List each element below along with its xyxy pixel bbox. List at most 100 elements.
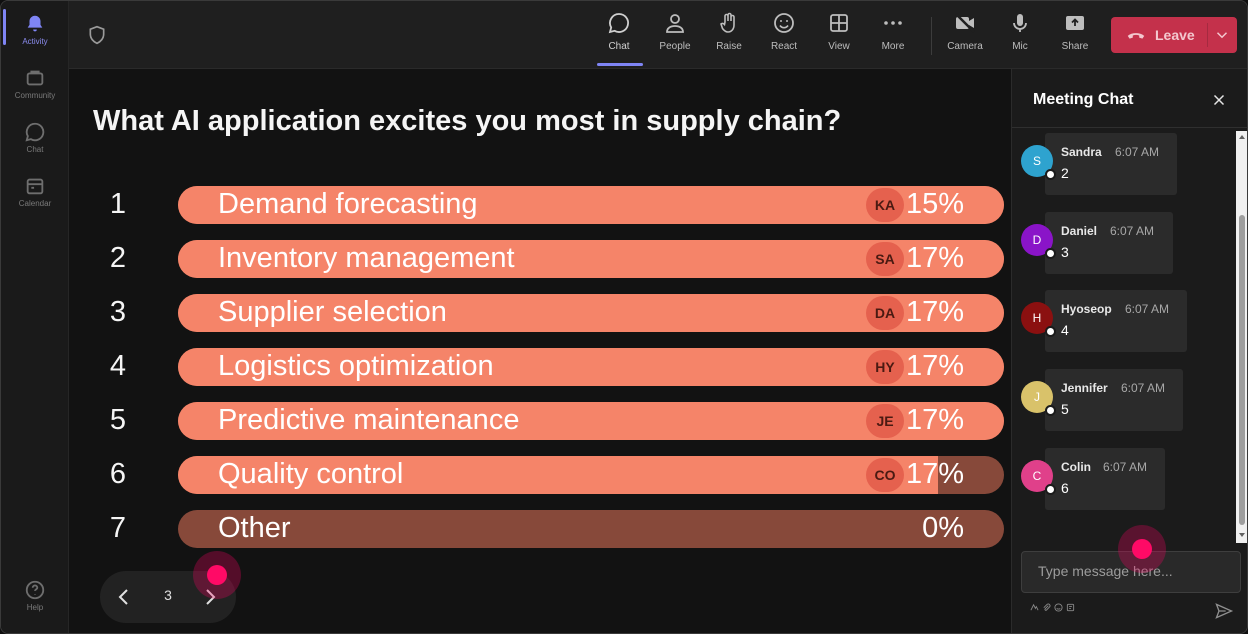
poll-option-number: 1 bbox=[109, 188, 127, 220]
poll-option-label: Quality control bbox=[218, 458, 404, 490]
chat-icon bbox=[608, 13, 629, 34]
message-timestamp: 6:07 AM bbox=[1115, 145, 1160, 159]
chat-message[interactable]: Daniel 6:07 AM 3 D bbox=[1012, 210, 1234, 276]
poll-option-percent: 17% bbox=[905, 350, 964, 382]
scrollbar-thumb[interactable] bbox=[1239, 215, 1245, 525]
toolbar-react-button[interactable]: React bbox=[757, 11, 811, 61]
presence-indicator bbox=[1045, 405, 1056, 416]
poll-option-row: 2 Inventory management SA 17% bbox=[69, 240, 1011, 278]
more-icon bbox=[884, 21, 902, 25]
rail-item-community[interactable]: Community bbox=[1, 67, 69, 117]
voter-avatar-badge: KA bbox=[866, 188, 904, 222]
hang-up-icon bbox=[1127, 33, 1145, 39]
emoji-icon[interactable] bbox=[1054, 603, 1063, 612]
chat-message[interactable]: Hyoseop 6:07 AM 4 H bbox=[1012, 288, 1234, 354]
poll-option-label: Demand forecasting bbox=[218, 188, 478, 220]
chat-scrollbar[interactable] bbox=[1236, 131, 1247, 543]
poll-option-number: 5 bbox=[109, 404, 127, 436]
leave-button-separator bbox=[1207, 23, 1208, 47]
chat-panel-title: Meeting Chat bbox=[1033, 91, 1134, 108]
chat-message[interactable]: Jennifer 6:07 AM 5 J bbox=[1012, 367, 1234, 433]
toolbar-button-label: People bbox=[659, 41, 691, 52]
toolbar-view-button[interactable]: View bbox=[812, 11, 866, 61]
poll-option-label: Inventory management bbox=[218, 242, 515, 274]
toolbar-people-button[interactable]: People bbox=[648, 11, 702, 61]
avatar[interactable]: S bbox=[1021, 145, 1053, 177]
message-author: Hyoseop bbox=[1061, 302, 1112, 316]
poll-option-row: 6 Quality control CO 17% bbox=[69, 456, 1011, 494]
sticker-icon[interactable] bbox=[1066, 603, 1075, 612]
chevron-left-icon[interactable] bbox=[112, 585, 136, 609]
help-icon bbox=[25, 580, 45, 600]
poll-option-number: 3 bbox=[109, 296, 127, 328]
poll-option-percent: 0% bbox=[922, 512, 964, 544]
toolbar-raise-button[interactable]: Raise bbox=[702, 11, 756, 61]
message-bubble: Hyoseop 6:07 AM 4 bbox=[1045, 290, 1187, 352]
poll-option-row: 4 Logistics optimization HY 17% bbox=[69, 348, 1011, 386]
rail-item-label: Activity bbox=[22, 37, 48, 46]
scroll-down-arrow-icon[interactable] bbox=[1238, 531, 1246, 539]
voter-avatar-badge: HY bbox=[866, 350, 904, 384]
toolbar-chat-button[interactable]: Chat bbox=[592, 11, 646, 61]
message-timestamp: 6:07 AM bbox=[1125, 302, 1170, 316]
toolbar-button-label: Camera bbox=[947, 41, 983, 52]
poll-option-bar: Logistics optimization HY 17% bbox=[178, 348, 1004, 386]
emoji-icon bbox=[774, 13, 794, 33]
toolbar-more-button[interactable]: More bbox=[866, 11, 920, 61]
message-text: 2 bbox=[1061, 165, 1069, 181]
toolbar-button-label: Mic bbox=[1012, 41, 1028, 52]
message-text: 4 bbox=[1061, 322, 1069, 338]
chat-message[interactable]: Colin 6:07 AM 6 C bbox=[1012, 446, 1234, 512]
chevron-down-icon[interactable] bbox=[1213, 25, 1231, 45]
rail-item-label: Calendar bbox=[18, 199, 52, 208]
message-timestamp: 6:07 AM bbox=[1121, 381, 1166, 395]
voter-avatar-badge: SA bbox=[866, 242, 904, 276]
chat-message[interactable]: Sandra 6:07 AM 2 S bbox=[1012, 131, 1234, 197]
message-compose-field[interactable]: Type message here... bbox=[1021, 551, 1241, 593]
poll-stage: What AI application excites you most in … bbox=[69, 69, 1011, 633]
poll-option-percent: 17% bbox=[905, 296, 964, 328]
chat-icon bbox=[25, 122, 45, 142]
active-tab-indicator bbox=[597, 63, 643, 66]
message-author: Colin bbox=[1061, 460, 1091, 474]
attach-icon[interactable] bbox=[1042, 603, 1051, 612]
leave-button[interactable]: Leave bbox=[1111, 17, 1237, 53]
rail-item-help[interactable]: Help bbox=[1, 579, 69, 629]
toolbar-share-button[interactable]: Share bbox=[1048, 11, 1102, 61]
scroll-up-arrow-icon[interactable] bbox=[1238, 133, 1246, 141]
message-bubble: Jennifer 6:07 AM 5 bbox=[1045, 369, 1183, 431]
raise-hand-icon bbox=[720, 12, 735, 33]
toolbar-mic-button[interactable]: Mic bbox=[993, 11, 1047, 61]
grid-icon bbox=[830, 14, 848, 32]
pointer-highlight bbox=[193, 551, 241, 599]
message-bubble: Colin 6:07 AM 6 bbox=[1045, 448, 1165, 510]
rail-item-activity[interactable]: Activity bbox=[1, 13, 69, 63]
message-text: 3 bbox=[1061, 244, 1069, 260]
poll-option-bar: Inventory management SA 17% bbox=[178, 240, 1004, 278]
voter-avatar-badge: JE bbox=[866, 404, 904, 438]
share-icon bbox=[1066, 16, 1084, 30]
poll-option-percent: 17% bbox=[905, 404, 964, 436]
poll-option-row: 1 Demand forecasting KA 15% bbox=[69, 186, 1011, 224]
toolbar-button-label: Raise bbox=[716, 41, 742, 52]
leave-button-label: Leave bbox=[1155, 27, 1195, 43]
shield-icon[interactable] bbox=[87, 25, 107, 45]
message-author: Sandra bbox=[1061, 145, 1102, 159]
pointer-highlight bbox=[1118, 525, 1166, 573]
close-icon[interactable] bbox=[1210, 91, 1228, 109]
send-icon[interactable] bbox=[1214, 601, 1234, 621]
rail-item-calendar[interactable]: Calendar bbox=[1, 175, 69, 225]
rail-active-indicator bbox=[3, 9, 6, 45]
chevron-right-icon[interactable] bbox=[198, 585, 222, 609]
format-icon[interactable] bbox=[1030, 603, 1039, 612]
presence-indicator bbox=[1045, 484, 1056, 495]
toolbar-camera-button[interactable]: Camera bbox=[938, 11, 992, 61]
voter-avatar-badge: DA bbox=[866, 296, 904, 330]
poll-option-percent: 15% bbox=[905, 188, 964, 220]
poll-option-label: Logistics optimization bbox=[218, 350, 494, 382]
toolbar-button-label: More bbox=[881, 41, 905, 52]
presence-indicator bbox=[1045, 326, 1056, 337]
message-bubble: Daniel 6:07 AM 3 bbox=[1045, 212, 1173, 274]
rail-item-chat[interactable]: Chat bbox=[1, 121, 69, 171]
